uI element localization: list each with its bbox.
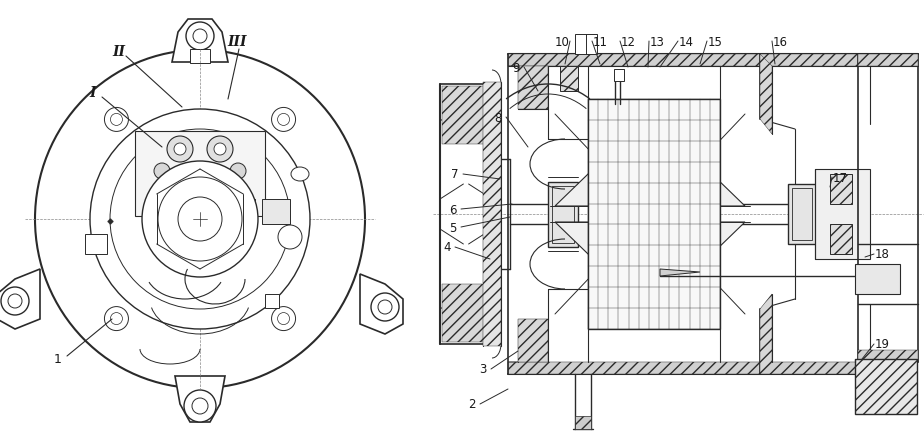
Polygon shape	[360, 274, 403, 334]
Text: I: I	[90, 86, 96, 100]
Text: 15: 15	[708, 35, 723, 48]
Polygon shape	[508, 362, 888, 374]
Circle shape	[277, 313, 289, 325]
Bar	[135, 132, 265, 216]
Circle shape	[167, 137, 193, 162]
Circle shape	[1, 287, 29, 315]
Text: III: III	[227, 35, 247, 49]
Polygon shape	[660, 269, 700, 276]
Text: 8: 8	[494, 111, 502, 124]
Polygon shape	[760, 294, 772, 374]
Bar	[483, 83, 501, 346]
Text: 5: 5	[449, 221, 456, 234]
Bar	[85, 234, 107, 254]
Circle shape	[192, 398, 208, 414]
Text: II: II	[113, 45, 126, 59]
Polygon shape	[175, 376, 225, 422]
Polygon shape	[0, 269, 40, 329]
Circle shape	[154, 164, 170, 180]
Circle shape	[178, 198, 222, 241]
Text: 3: 3	[480, 363, 487, 376]
Bar	[145, 200, 255, 230]
Bar	[265, 294, 279, 308]
Circle shape	[272, 307, 296, 331]
Text: 18: 18	[874, 248, 890, 261]
Text: 16: 16	[772, 35, 787, 48]
Bar	[830, 175, 852, 205]
Circle shape	[207, 137, 233, 162]
Polygon shape	[508, 67, 548, 110]
Text: 2: 2	[468, 398, 476, 410]
Bar	[552, 187, 574, 244]
Text: 4: 4	[444, 241, 451, 254]
Circle shape	[272, 108, 296, 132]
Bar	[190, 50, 210, 64]
Ellipse shape	[291, 168, 309, 182]
Polygon shape	[508, 55, 918, 67]
Text: 9: 9	[512, 61, 519, 74]
Circle shape	[186, 23, 214, 51]
Text: 13: 13	[650, 35, 664, 48]
Bar	[792, 189, 812, 240]
Text: 1: 1	[55, 353, 62, 366]
Text: 19: 19	[874, 338, 890, 351]
Text: 14: 14	[678, 35, 694, 48]
Polygon shape	[858, 350, 918, 362]
Circle shape	[104, 108, 128, 132]
Text: 7: 7	[451, 168, 458, 181]
Bar	[548, 183, 578, 247]
Text: 10: 10	[554, 35, 569, 48]
Circle shape	[110, 130, 290, 309]
Bar	[788, 184, 816, 244]
Circle shape	[142, 162, 258, 277]
Circle shape	[8, 294, 22, 308]
Circle shape	[158, 177, 242, 261]
Bar	[560, 67, 578, 92]
Circle shape	[193, 30, 207, 44]
Polygon shape	[555, 223, 745, 314]
Circle shape	[230, 164, 246, 180]
Bar	[830, 225, 852, 254]
Text: 17: 17	[833, 171, 847, 184]
Circle shape	[192, 164, 208, 180]
Polygon shape	[442, 87, 490, 145]
Circle shape	[278, 226, 302, 249]
Bar	[855, 359, 917, 414]
Circle shape	[277, 114, 289, 126]
Bar	[855, 265, 900, 294]
Circle shape	[378, 300, 392, 314]
Circle shape	[90, 110, 310, 329]
Bar	[588, 100, 720, 329]
Bar	[575, 416, 591, 429]
Bar	[262, 200, 290, 225]
Bar	[575, 35, 597, 55]
Circle shape	[214, 144, 226, 155]
Circle shape	[371, 293, 399, 321]
Polygon shape	[508, 319, 548, 362]
Text: 12: 12	[621, 35, 636, 48]
Polygon shape	[442, 284, 490, 342]
Bar	[815, 170, 870, 259]
Text: 11: 11	[592, 35, 607, 48]
Polygon shape	[172, 20, 228, 63]
Circle shape	[184, 390, 216, 422]
Polygon shape	[760, 55, 772, 135]
Circle shape	[104, 307, 128, 331]
Text: 6: 6	[449, 203, 456, 216]
Polygon shape	[555, 115, 745, 207]
Circle shape	[111, 313, 123, 325]
Circle shape	[174, 144, 186, 155]
Circle shape	[111, 114, 123, 126]
Bar	[614, 70, 624, 82]
Polygon shape	[858, 55, 918, 67]
